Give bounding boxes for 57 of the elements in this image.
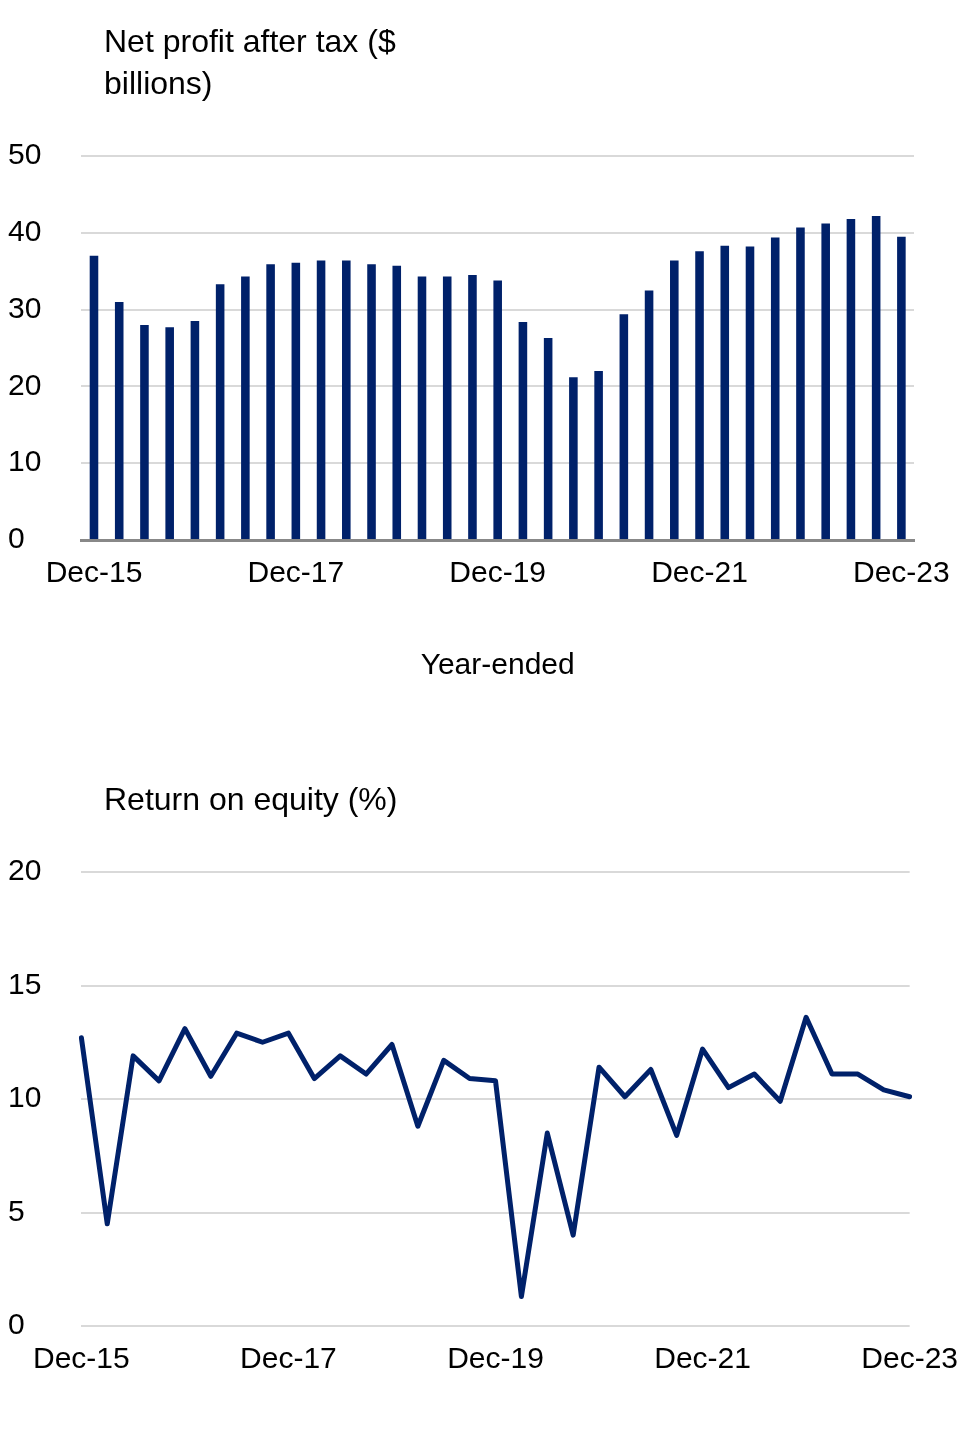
bar [720, 245, 730, 539]
bar [442, 276, 452, 539]
chart-title: Return on equity (%) [103, 780, 399, 819]
y-tick-label: 20 [8, 367, 42, 401]
bar [796, 227, 805, 539]
x-tick-label: Dec-23 [861, 1341, 958, 1375]
bar [468, 275, 477, 539]
bar [316, 260, 326, 539]
bar [342, 260, 351, 539]
y-tick-label: 30 [8, 290, 42, 324]
bar [266, 264, 275, 539]
bar [644, 290, 654, 539]
bar [770, 237, 780, 539]
x-tick-label: Dec-23 [853, 555, 950, 589]
chart-title: Net profit after tax ($ billions) [103, 22, 397, 103]
bar [543, 338, 553, 539]
y-tick-label: 50 [8, 137, 42, 171]
y-tick-label: 10 [8, 1080, 42, 1114]
bar [215, 284, 225, 539]
bar [190, 321, 200, 539]
bar [291, 262, 301, 539]
bar [241, 276, 250, 539]
x-tick-label: Dec-21 [651, 555, 748, 589]
x-tick-label: Dec-17 [247, 555, 345, 589]
bar [569, 377, 578, 539]
bar [417, 276, 427, 539]
bar [821, 223, 830, 539]
bar [846, 218, 856, 539]
bar [695, 251, 704, 539]
bar [165, 327, 174, 539]
x-tick-label: Dec-21 [654, 1341, 751, 1375]
x-tick-label: Dec-15 [33, 1341, 130, 1375]
x-tick-label: Dec-15 [45, 555, 143, 589]
y-tick-label: 10 [8, 444, 42, 478]
bar [897, 236, 906, 539]
bar [89, 255, 99, 539]
y-tick-label: 40 [8, 214, 42, 248]
bar [518, 321, 528, 539]
bar [493, 280, 502, 539]
bar [871, 215, 881, 539]
bar [114, 301, 124, 539]
bar [392, 265, 402, 539]
bar [619, 314, 629, 539]
bar [367, 264, 376, 539]
y-tick-label: 20 [8, 853, 42, 887]
x-axis-title: Year-ended [420, 647, 575, 681]
y-tick-label: 5 [8, 1193, 25, 1227]
bar [594, 371, 603, 539]
y-tick-label: 0 [8, 1307, 25, 1341]
bar [745, 246, 755, 539]
y-tick-label: 15 [8, 966, 42, 1000]
x-tick-label: Dec-17 [240, 1341, 337, 1375]
x-tick-label: Dec-19 [447, 1341, 544, 1375]
x-tick-label: Dec-19 [449, 555, 547, 589]
bar [670, 260, 679, 539]
y-tick-label: 0 [8, 521, 25, 555]
bar [140, 324, 149, 539]
